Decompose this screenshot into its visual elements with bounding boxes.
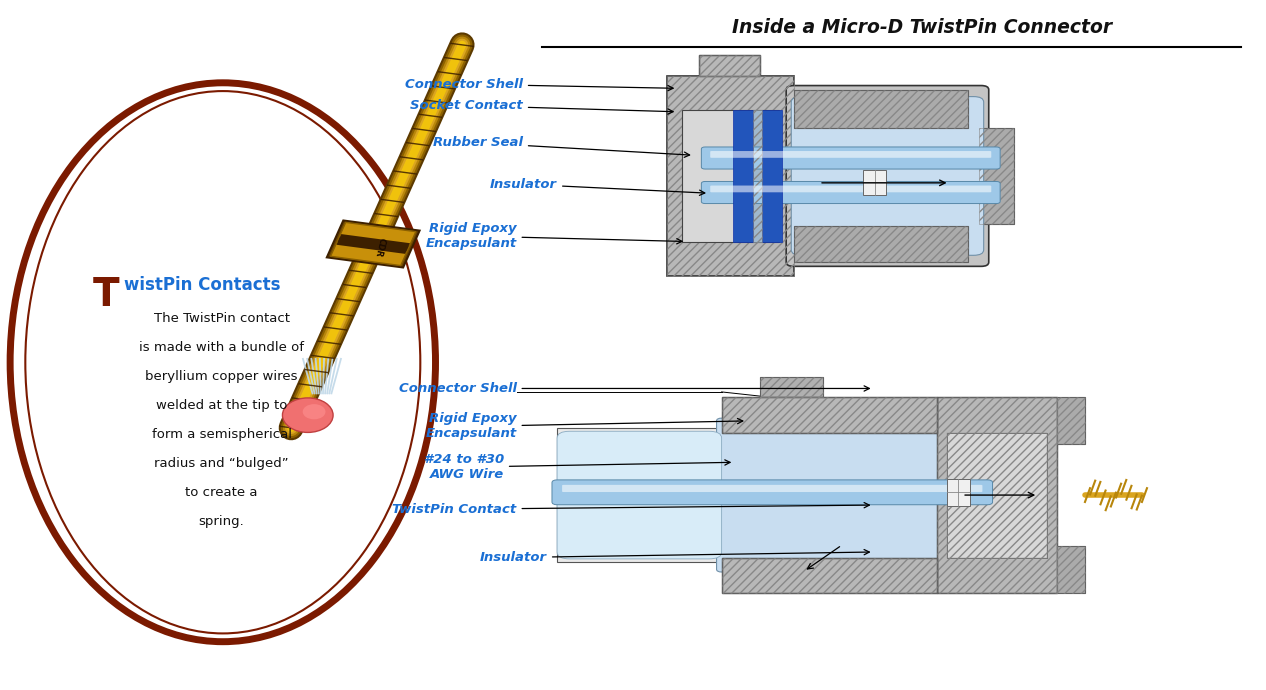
FancyBboxPatch shape <box>701 181 1000 204</box>
Bar <box>722 397 937 433</box>
FancyBboxPatch shape <box>701 147 1000 169</box>
Bar <box>722 558 937 593</box>
Text: TwistPin Contact: TwistPin Contact <box>392 502 870 515</box>
FancyBboxPatch shape <box>557 431 722 559</box>
Bar <box>762 110 782 242</box>
Bar <box>947 433 1047 558</box>
Ellipse shape <box>282 398 333 433</box>
Text: Rubber Seal: Rubber Seal <box>433 137 690 157</box>
Bar <box>1057 397 1085 444</box>
FancyBboxPatch shape <box>710 151 991 158</box>
Text: T: T <box>92 276 119 314</box>
FancyBboxPatch shape <box>710 186 991 193</box>
Bar <box>794 90 968 128</box>
Text: form a semispherical: form a semispherical <box>152 428 291 441</box>
FancyBboxPatch shape <box>562 485 982 492</box>
Text: to create a: to create a <box>185 486 258 499</box>
Bar <box>947 479 970 506</box>
Bar <box>937 397 1057 593</box>
Text: #24 to #30
AWG Wire: #24 to #30 AWG Wire <box>424 453 730 481</box>
Text: radius and “bulged”: radius and “bulged” <box>154 457 289 470</box>
Bar <box>682 110 779 242</box>
Bar <box>722 558 937 593</box>
FancyBboxPatch shape <box>786 86 989 266</box>
Bar <box>667 76 794 276</box>
Text: Inside a Micro-D TwistPin Connector: Inside a Micro-D TwistPin Connector <box>732 18 1112 37</box>
Polygon shape <box>339 234 410 248</box>
Bar <box>1057 397 1085 444</box>
Bar <box>753 110 762 242</box>
Bar <box>794 90 968 128</box>
Bar <box>760 377 823 397</box>
Bar <box>794 226 968 262</box>
Bar <box>937 397 1057 593</box>
Text: welded at the tip to: welded at the tip to <box>156 399 287 412</box>
Bar <box>979 128 1014 224</box>
Bar <box>722 397 937 433</box>
Text: Insulator: Insulator <box>480 549 870 564</box>
FancyBboxPatch shape <box>552 480 993 505</box>
Text: Rigid Epoxy
Encapsulant: Rigid Epoxy Encapsulant <box>425 222 682 250</box>
Bar <box>733 110 753 242</box>
Text: Rigid Epoxy
Encapsulant: Rigid Epoxy Encapsulant <box>425 413 743 440</box>
Text: is made with a bundle of: is made with a bundle of <box>139 341 304 354</box>
Text: Insulator: Insulator <box>490 178 705 195</box>
FancyBboxPatch shape <box>791 97 984 255</box>
Polygon shape <box>327 221 419 268</box>
Polygon shape <box>338 237 409 251</box>
Bar <box>1057 546 1085 593</box>
Bar <box>794 226 968 262</box>
Bar <box>557 428 722 562</box>
Text: spring.: spring. <box>199 515 244 528</box>
Bar <box>699 55 760 76</box>
Ellipse shape <box>303 404 325 420</box>
Text: wistPin Contacts: wistPin Contacts <box>124 276 281 294</box>
Bar <box>863 170 886 195</box>
Bar <box>947 433 1047 558</box>
Bar <box>753 110 762 242</box>
Ellipse shape <box>10 83 436 642</box>
Text: Connector Shell: Connector Shell <box>399 382 870 395</box>
Bar <box>667 76 794 276</box>
Bar <box>760 377 823 397</box>
Bar <box>979 128 1014 224</box>
Polygon shape <box>337 239 408 254</box>
Text: CDR: CDR <box>373 237 386 258</box>
FancyBboxPatch shape <box>717 418 942 572</box>
Text: Connector Shell: Connector Shell <box>405 78 674 91</box>
Bar <box>699 55 760 76</box>
Text: The TwistPin contact: The TwistPin contact <box>153 312 290 325</box>
Polygon shape <box>330 222 415 266</box>
Bar <box>1057 546 1085 593</box>
Text: beryllium copper wires: beryllium copper wires <box>146 370 298 383</box>
Bar <box>947 433 1047 558</box>
Text: Socket Contact: Socket Contact <box>410 99 674 114</box>
